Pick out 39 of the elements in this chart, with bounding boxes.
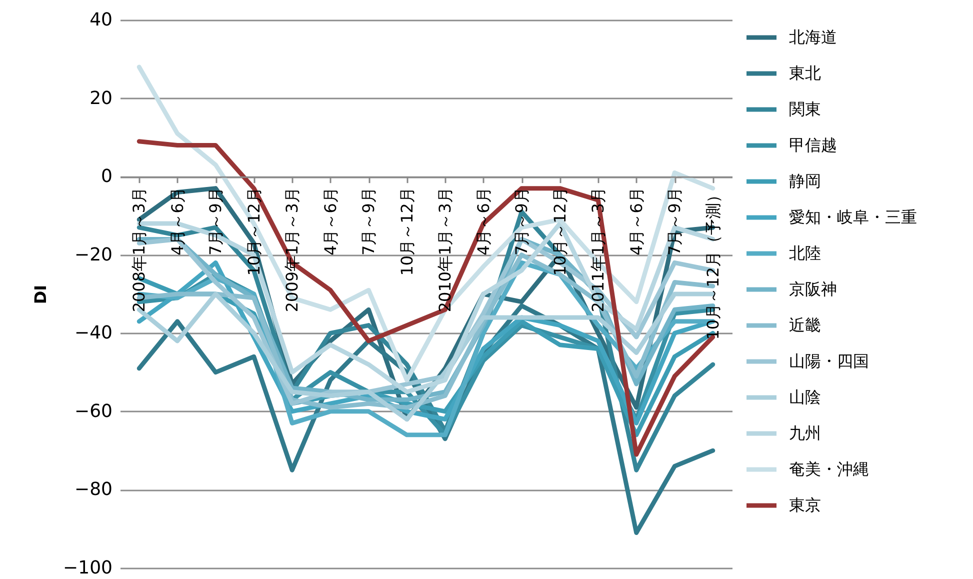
x-tick-label: 4月～6月 [474,187,493,256]
y-tick-label: −20 [74,244,112,266]
legend-label: 九州 [789,424,821,442]
x-tick-label: 2010年1月～3月 [436,187,455,312]
x-tick-label: 10月～12月 [550,187,570,276]
x-tick-label: 7月～9月 [512,187,532,256]
x-tick-label: 2008年1月～3月 [130,187,149,312]
legend-label: 甲信越 [789,136,837,154]
x-tick-label: 10月～12月 [397,187,416,276]
legend-label: 東北 [789,64,821,82]
legend-label: 東京 [789,496,821,514]
legend-label: 北陸 [789,244,821,262]
y-tick-label: −80 [74,479,112,500]
x-tick-label: 7月～9月 [359,187,378,256]
y-axis-title: DI [31,284,50,304]
legend-label: 関東 [789,100,821,118]
legend-label: 山陽・四国 [789,352,869,370]
legend-label: 奄美・沖縄 [789,460,869,478]
legend-label: 愛知・岐阜・三重 [789,208,917,226]
legend-label: 静岡 [789,172,821,190]
x-tick-label: 4月～6月 [168,187,187,256]
x-tick-label: 7月～9月 [206,187,226,256]
x-tick-label: 7月～9月 [665,187,684,256]
y-tick-label: −60 [74,400,112,422]
y-tick-label: 40 [90,10,112,30]
y-tick-label: −100 [63,558,112,578]
x-tick-label: 2011年1月～3月 [588,187,608,312]
x-tick-label: 4月～6月 [626,187,646,256]
legend-label: 山陰 [789,388,821,406]
y-tick-label: 0 [101,166,112,188]
legend-label: 京阪神 [789,280,837,298]
x-tick-label: 2009年1月～3月 [282,187,302,312]
x-tick-label: 10月～12月（予測） [703,187,722,340]
y-tick-label: −40 [74,322,112,344]
y-tick-label: 20 [90,88,112,109]
legend-label: 北海道 [789,28,837,46]
x-tick-label: 4月～6月 [320,187,340,256]
legend-label: 近畿 [789,316,821,334]
x-tick-label: 10月～12月 [244,187,264,276]
